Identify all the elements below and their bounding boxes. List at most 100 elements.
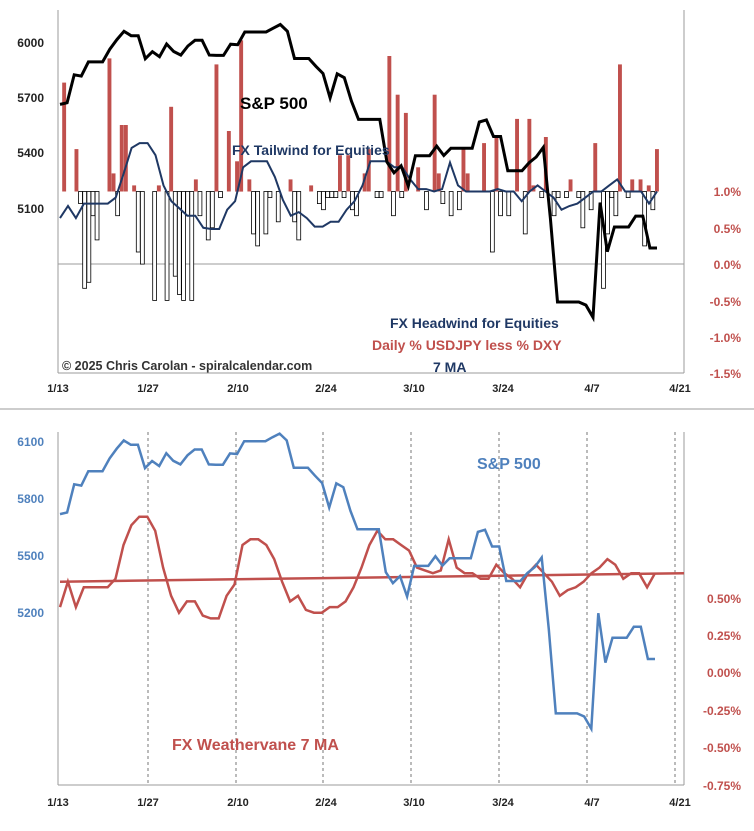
- daily-bar: [139, 191, 145, 265]
- bottom-right-tick: 0.25%: [707, 629, 741, 643]
- daily-bar: [181, 191, 186, 301]
- bottom-x-tick: 1/13: [47, 797, 68, 809]
- daily-bar: [461, 149, 466, 192]
- top-chart: 6000 5700 5400 5100 1.0% 0.5% 0.0% -0.5%…: [17, 10, 741, 395]
- daily-bar: [416, 167, 421, 192]
- daily-bar: [387, 56, 392, 192]
- daily-bar: [630, 179, 635, 192]
- daily-bar: [123, 125, 128, 192]
- daily-bar: [132, 185, 137, 192]
- bottom-x-tick: 2/10: [227, 797, 248, 809]
- top-right-tick: -0.5%: [710, 295, 742, 309]
- daily-bar: [424, 191, 429, 211]
- bottom-x-tick: 4/7: [584, 797, 599, 809]
- daily-bar: [205, 191, 211, 241]
- bottom-x-tick: 1/27: [137, 797, 158, 809]
- top-x-tick: 3/10: [403, 383, 424, 395]
- bottom-vane-line: [58, 515, 657, 620]
- daily-bar: [395, 94, 400, 192]
- daily-bar: [366, 149, 371, 192]
- top-right-tick: -1.0%: [710, 331, 742, 345]
- top-x-tick: 1/27: [137, 383, 158, 395]
- daily-bar: [354, 191, 359, 217]
- daily-bar: [325, 191, 331, 198]
- vane-label: FX Weathervane 7 MA: [172, 737, 339, 754]
- daily-bar: [292, 191, 298, 223]
- daily-bar: [618, 64, 622, 192]
- top-x-tick: 2/10: [227, 383, 248, 395]
- daily-bar: [156, 185, 161, 192]
- daily-bar: [580, 191, 586, 229]
- daily-bar: [193, 179, 198, 192]
- daily-bar: [218, 191, 223, 198]
- bottom-left-tick: 6100: [17, 435, 44, 449]
- bottom-x-tick: 3/10: [403, 797, 424, 809]
- daily-bar: [432, 94, 437, 192]
- daily-bar: [374, 191, 380, 198]
- daily-bar: [263, 191, 269, 235]
- bottom-right-tick: -0.50%: [703, 741, 741, 755]
- daily-bar: [646, 185, 651, 192]
- daily-bar: [164, 191, 170, 301]
- daily-bar: [189, 191, 195, 301]
- daily-bar: [321, 191, 326, 211]
- daily-bar: [86, 191, 92, 283]
- daily-bar: [169, 106, 174, 192]
- daily-bar: [329, 191, 335, 198]
- daily-bar: [74, 149, 79, 192]
- daily-bar: [107, 58, 112, 192]
- daily-bar: [226, 131, 231, 192]
- top-spx-label: S&P 500: [240, 94, 308, 113]
- daily-bar: [341, 191, 347, 198]
- daily-bar: [111, 173, 116, 192]
- bottom-spx-label: S&P 500: [477, 456, 541, 473]
- daily-bar: [551, 191, 557, 217]
- daily-bar: [593, 143, 598, 192]
- top-right-tick: 1.0%: [714, 185, 742, 199]
- daily-bar: [539, 191, 545, 198]
- ma-label: 7 MA: [433, 359, 466, 375]
- top-left-tick: 5100: [17, 202, 44, 216]
- daily-bar: [267, 191, 273, 198]
- bottom-left-tick: 5500: [17, 549, 44, 563]
- top-x-tick: 2/24: [315, 383, 337, 395]
- bottom-spx-line: [59, 432, 655, 734]
- daily-bar: [239, 40, 244, 192]
- bottom-x-tick: 4/21: [669, 797, 690, 809]
- daily-bar: [506, 191, 512, 217]
- daily-bar: [399, 191, 405, 198]
- daily-bar: [288, 179, 293, 192]
- daily-bar: [135, 191, 141, 253]
- daily-bar: [119, 125, 124, 192]
- top-right-tick: 0.5%: [714, 222, 742, 236]
- top-left-tick: 6000: [17, 36, 44, 50]
- bottom-right-tick: -0.25%: [703, 704, 741, 718]
- daily-bar: [564, 191, 569, 198]
- daily-bar: [494, 137, 499, 192]
- daily-bar: [94, 191, 100, 241]
- daily-bar: [605, 191, 610, 235]
- top-x-tick: 1/13: [47, 383, 68, 395]
- top-spx-line: [59, 22, 657, 323]
- daily-bar: [78, 191, 83, 205]
- top-x-tick: 4/7: [584, 383, 599, 395]
- top-daily-bars: [62, 40, 659, 301]
- daily-bar: [456, 191, 462, 211]
- daily-bar: [448, 191, 454, 217]
- top-x-tick: 4/21: [669, 383, 690, 395]
- bottom-trend-line: [59, 571, 685, 583]
- daily-bar: [522, 191, 528, 235]
- daily-bar: [568, 179, 573, 192]
- bottom-left-tick: 5800: [17, 492, 44, 506]
- daily-bar: [378, 191, 384, 198]
- daily-bar: [251, 191, 256, 235]
- bottom-right-tick: 0.00%: [707, 666, 741, 680]
- bottom-left-tick: 5200: [17, 606, 44, 620]
- daily-bar: [638, 179, 643, 192]
- daily-label: Daily % USDJPY less % DXY: [372, 337, 562, 353]
- daily-bar: [482, 143, 486, 192]
- daily-bar: [214, 64, 219, 192]
- daily-bar: [309, 185, 314, 192]
